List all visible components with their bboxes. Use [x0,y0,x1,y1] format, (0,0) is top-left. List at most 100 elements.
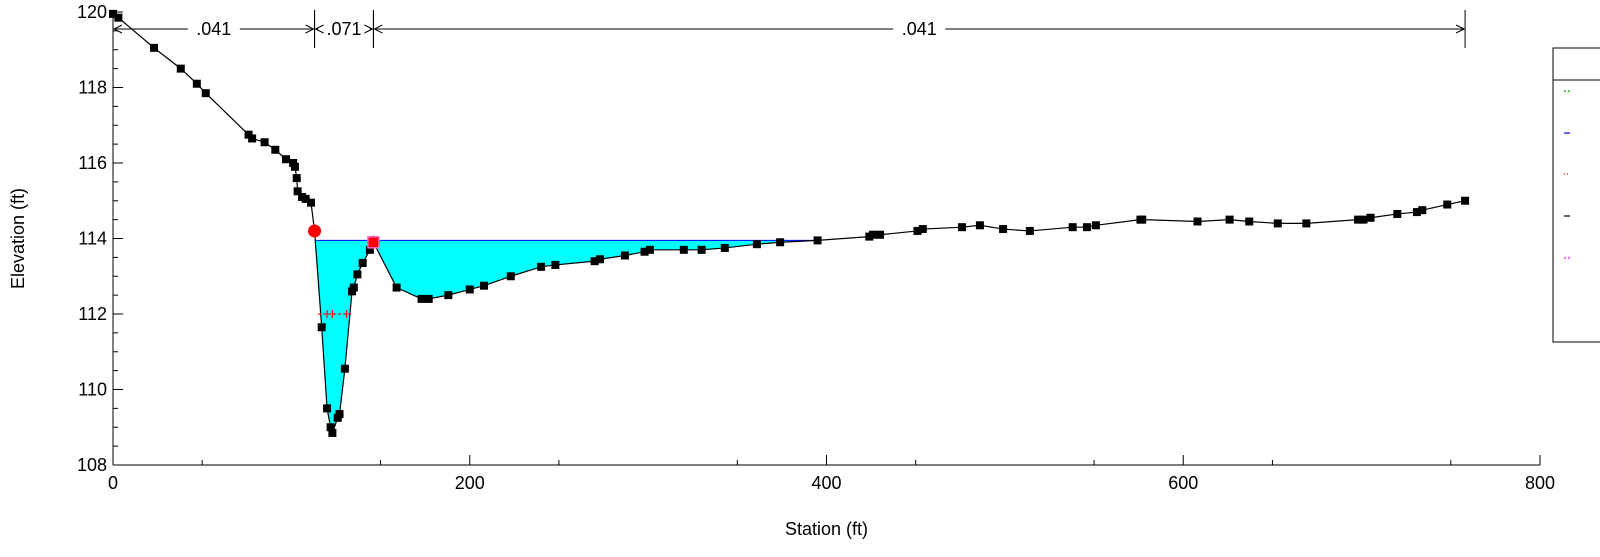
ground-point [868,230,877,239]
ground-point [323,404,332,413]
ground-point [480,281,489,290]
ground-point [465,285,474,294]
bank-station-marker [366,235,380,249]
ground-point [776,238,785,247]
ground-point [697,245,706,254]
x-axis-title: Station (ft) [785,519,868,539]
ground-point [1366,213,1375,222]
ground-point [282,155,291,164]
legend-box [1552,47,1600,343]
y-tick-label: 120 [77,2,107,22]
ground-point [1091,221,1100,230]
ground-point [444,291,453,300]
ground-point [645,245,654,254]
y-tick-label: 108 [77,455,107,475]
ground-line [112,13,1466,435]
ground-point [506,272,515,281]
ground-point [1443,200,1452,209]
ground-point [328,428,337,437]
y-tick-label: 112 [78,304,107,324]
ground-point [306,198,315,207]
y-axis-title: Elevation (ft) [8,188,28,289]
ground-point [537,262,546,271]
ground-point [301,194,310,203]
ground-point [1418,206,1427,215]
ground-point [358,259,367,268]
n-arrow-head [314,24,324,34]
n-arrow-head [364,24,374,34]
y-tick-label: 116 [78,153,107,173]
ground-point [720,243,729,252]
mannings-n-label: .071 [326,19,361,39]
ground-point [192,79,201,88]
bank-station-marker [308,224,322,238]
ground-point [1412,208,1421,217]
ground-point [353,270,362,279]
ground-point [326,423,335,432]
ground-point [1082,223,1091,232]
ground-point [349,283,358,292]
x-tick-label: 800 [1525,473,1555,493]
ground-point [876,230,885,239]
x-tick-label: 200 [455,473,485,493]
ground-point [551,260,560,269]
ground-point [813,236,822,245]
ground-point [292,174,301,183]
ground-point [293,187,302,196]
ground-point [150,43,159,52]
mannings-n-layer: .041 .071 .041 [112,10,1466,48]
ground-point [918,225,927,234]
ground-point [913,226,922,235]
ground-point [392,283,401,292]
ground-point [201,89,210,98]
ground-point [679,245,688,254]
ground-point [317,323,326,332]
ground-point [365,245,374,254]
ground-point [1225,215,1234,224]
ticks-layer: 0 200 400 600 800 108 110 112 114 116 118 120 [77,2,1555,493]
ground-point [1393,209,1402,218]
ground-point [1461,196,1470,205]
ground-point [260,138,269,147]
ground-point [595,255,604,264]
ground-point [1193,217,1202,226]
ground-layer [109,9,1470,437]
n-arrow-head [305,24,315,34]
ground-point [958,223,967,232]
ground-point [620,251,629,260]
ground-point [424,294,433,303]
ground-point [1359,215,1368,224]
x-tick-label: 0 [108,473,118,493]
water-layer [314,239,818,433]
y-tick-label: 114 [78,229,107,249]
ground-point [999,225,1008,234]
ground-point [335,410,344,419]
x-tick-label: 600 [1168,473,1198,493]
ground-point [271,145,280,154]
ground-point [1302,219,1311,228]
mannings-n-label: .041 [196,19,231,39]
bank-station-square [367,236,380,249]
ground-point [290,162,299,171]
ground-point [1138,215,1147,224]
x-tick-label: 400 [811,473,841,493]
ground-point [975,221,984,230]
ground-point [1273,219,1282,228]
mannings-n-label: .041 [902,19,937,39]
water-fill [314,240,818,433]
ground-point [1245,217,1254,226]
y-tick-label: 118 [78,78,107,98]
ground-point [417,294,426,303]
ground-point [752,240,761,249]
legend-frame [1552,47,1600,343]
n-arrow-head [373,24,383,34]
y-tick-label: 110 [78,380,107,400]
ground-point [248,134,257,143]
n-arrow-head [1455,24,1466,34]
ground-point [1354,215,1363,224]
ground-point [1068,223,1077,232]
ground-point [590,257,599,266]
ground-point [176,64,185,73]
n-arrow-head [112,24,123,34]
